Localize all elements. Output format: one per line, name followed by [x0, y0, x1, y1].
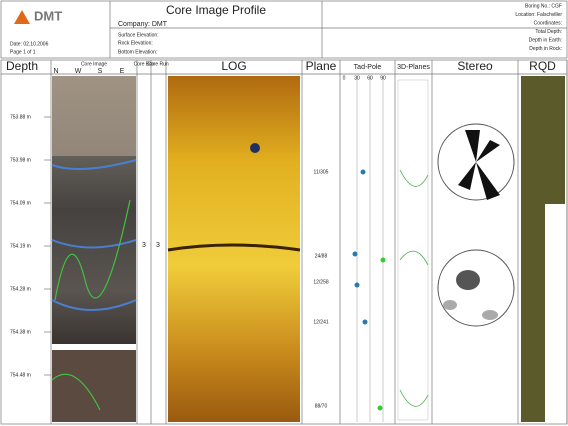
orientation: W [75, 68, 82, 75]
field: Coordinates: [534, 20, 562, 26]
logo: DMT [34, 8, 62, 23]
column-header: RQD [529, 59, 556, 73]
column-header: Plane [306, 59, 337, 73]
plane-trace [51, 159, 137, 311]
field: Depth in Rock: [529, 46, 562, 52]
field: Location: Falschviller [515, 12, 562, 18]
stereo-density [437, 249, 515, 327]
column-header: Depth [6, 59, 38, 73]
rqd-bar [521, 76, 545, 422]
depth-label: 754.48 m [10, 372, 31, 378]
depth-label: 753.88 m [10, 114, 31, 120]
scale-label: 90 [380, 75, 386, 81]
depth-label: 754.38 m [10, 329, 31, 335]
field: Rock Elevation: [118, 40, 153, 46]
depth-label: 754.19 m [10, 243, 31, 249]
plane-label: 11/305 [314, 169, 329, 175]
scale-label: 30 [354, 75, 360, 81]
plane-label: 12/241 [313, 319, 329, 325]
header-box [0, 0, 568, 59]
depth-label: 754.28 m [10, 286, 31, 292]
scale-label: 0 [343, 75, 346, 81]
title: Core Image Profile [166, 3, 266, 17]
field: Surface Elevation: [118, 32, 159, 38]
orientation: E [120, 68, 125, 75]
company: Company: DMT [118, 21, 168, 28]
core-box: 3 [142, 242, 146, 249]
orientation: S [98, 68, 103, 75]
field: Depth in Earth: [529, 37, 562, 43]
column-header: LOG [221, 59, 246, 73]
column-header: Core Box [134, 61, 155, 67]
field: Boring No.: CGF [525, 3, 562, 9]
core-run: 3 [156, 242, 160, 249]
core-image-lower [52, 350, 136, 422]
plane-label: 24/88 [315, 253, 328, 259]
orientation: N [53, 68, 58, 75]
logo-icon [14, 10, 30, 24]
column-header: Stereo [457, 59, 493, 73]
column-header: 3D-Planes [397, 64, 430, 71]
core-rubble [52, 76, 136, 156]
rqd-bar [545, 76, 565, 204]
header: DMT Core Image Profile Company: DMT Surf… [0, 0, 568, 59]
planes-3d [397, 79, 429, 421]
log-image [168, 76, 300, 422]
depth-label: 753.98 m [10, 157, 31, 163]
depth-label: 754.09 m [10, 200, 31, 206]
page: Page 1 of 1 [10, 49, 36, 55]
sine-trace [51, 199, 131, 411]
column-header: Core Run [147, 61, 169, 67]
plane-label: 12/258 [313, 279, 329, 285]
column-header: Core Image [81, 61, 107, 67]
field: Bottom Elevation: [118, 49, 157, 55]
plane-label: 88/70 [315, 403, 328, 409]
date: Date: 02.10.2006 [10, 41, 49, 47]
scale-label: 60 [367, 75, 373, 81]
field: Total Depth: [535, 29, 562, 35]
column-header: Tad-Pole [354, 64, 382, 71]
